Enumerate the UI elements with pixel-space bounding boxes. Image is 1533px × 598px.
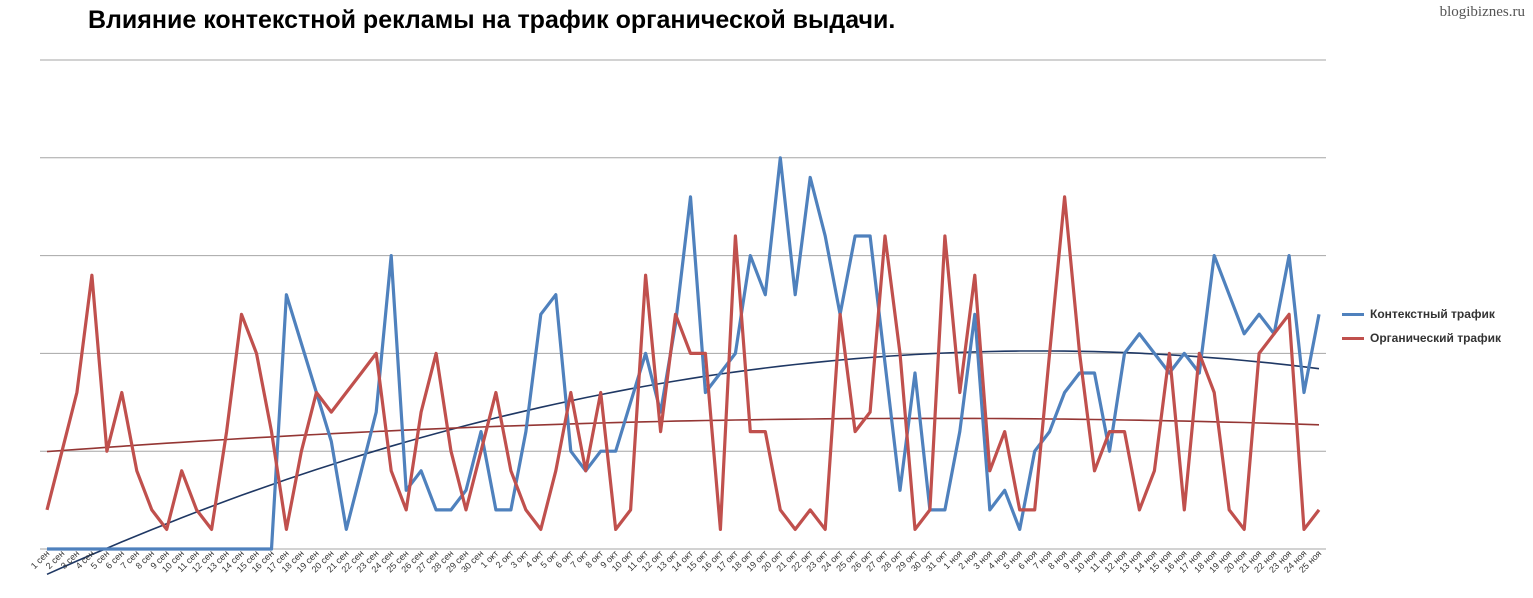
legend-item-context: Контекстный трафик	[1342, 302, 1501, 326]
series-lines	[45, 156, 1321, 551]
legend-swatch-organic	[1342, 336, 1364, 340]
gridlines	[40, 59, 1326, 550]
legend-swatch-context	[1342, 312, 1364, 316]
trendline-1	[46, 417, 1320, 453]
legend-label-organic: Органический трафик	[1370, 331, 1501, 345]
chart-title: Влияние контекстной рекламы на трафик ор…	[88, 6, 896, 34]
legend-item-organic: Органический трафик	[1342, 326, 1501, 350]
legend: Контекстный трафик Органический трафик	[1342, 302, 1501, 350]
legend-label-context: Контекстный трафик	[1370, 307, 1495, 321]
trendlines	[46, 350, 1320, 576]
site-watermark: blogibiznes.ru	[1439, 4, 1525, 20]
trendline-0	[46, 350, 1320, 576]
series-line-1	[45, 195, 1321, 532]
